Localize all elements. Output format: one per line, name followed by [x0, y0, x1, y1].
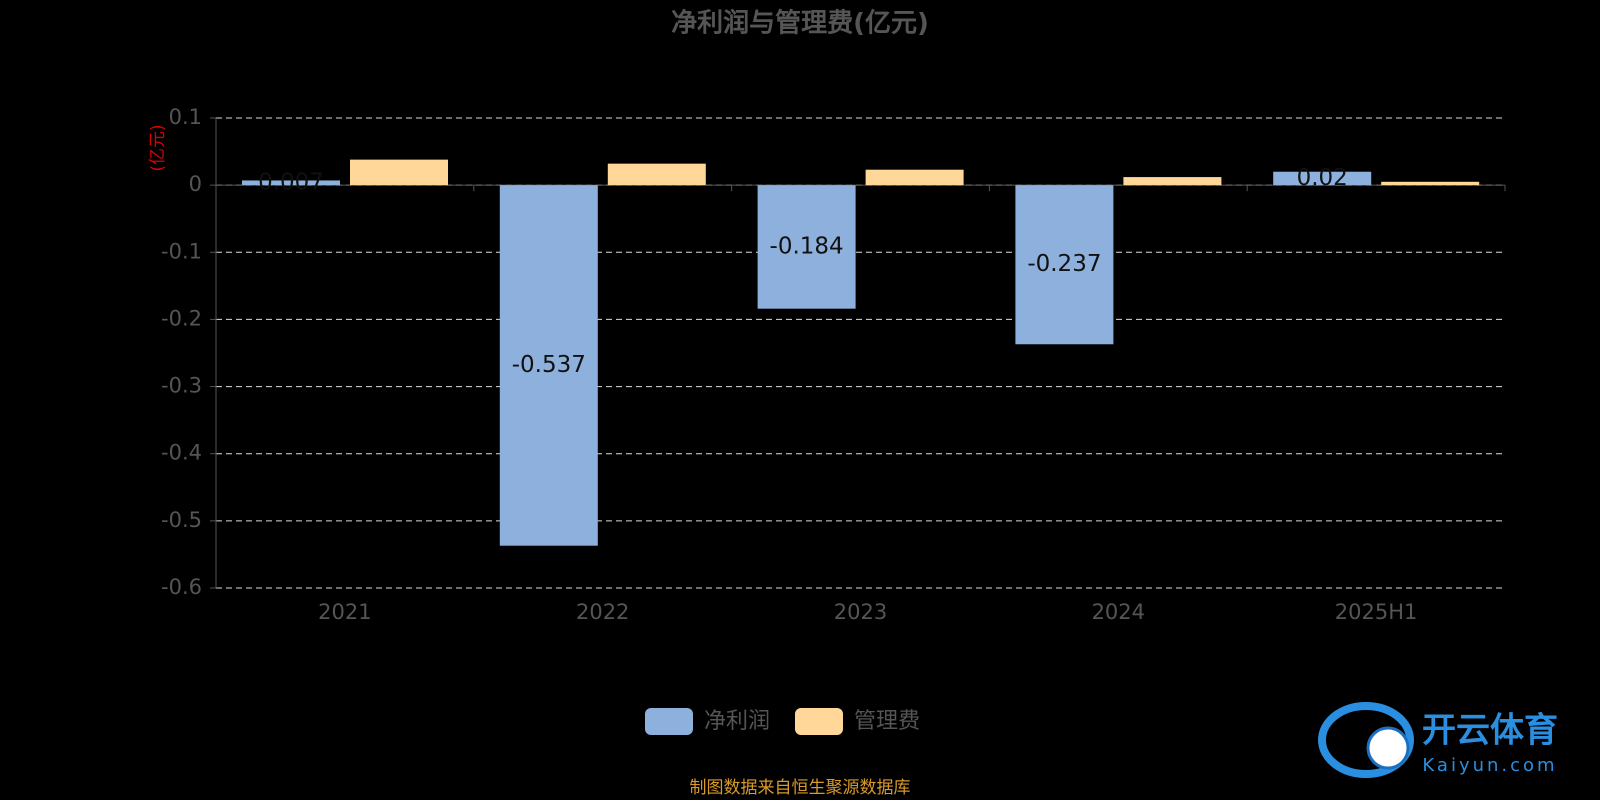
y-tick-label: -0.6: [161, 575, 202, 599]
bar: [757, 185, 856, 309]
watermark-site: Kaiyun.com: [1422, 755, 1557, 776]
legend-label: 净利润: [704, 709, 770, 734]
y-tick-label: -0.3: [161, 374, 202, 398]
data-label: -0.237: [1027, 251, 1101, 277]
bar: [1381, 181, 1480, 186]
y-tick-label: -0.4: [161, 441, 202, 465]
watermark-logo: 开云体育 Kaiyun.com: [1318, 702, 1558, 778]
bar: [242, 180, 340, 186]
data-label: -0.184: [770, 233, 844, 259]
x-tick-label: 2025H1: [1335, 600, 1418, 624]
data-label: 0.02: [1297, 165, 1348, 191]
bar: [865, 169, 964, 186]
source-note: 制图数据来自恒生聚源数据库: [690, 778, 911, 798]
legend-label: 管理费: [854, 709, 920, 734]
logo-ball: [1366, 726, 1410, 770]
bar: [1123, 177, 1222, 186]
y-tick-label: -0.5: [161, 508, 202, 532]
legend-swatch: [795, 708, 843, 735]
y-tick-label: 0: [189, 172, 202, 196]
x-tick-label: 2022: [576, 600, 629, 624]
bar: [350, 159, 448, 186]
x-tick-label: 2023: [834, 600, 887, 624]
x-tick-label: 2021: [318, 600, 371, 624]
bar: [499, 185, 598, 546]
x-tick-label: 2024: [1092, 600, 1145, 624]
bar: [1273, 171, 1372, 186]
data-label: -0.537: [512, 352, 586, 378]
y-tick-label: 0.1: [169, 105, 202, 129]
y-axis-label: (亿元): [148, 124, 168, 171]
chart-title: 净利润与管理费(亿元): [671, 8, 929, 39]
legend-swatch: [645, 708, 693, 735]
bar: [1015, 185, 1114, 345]
bar: [607, 163, 706, 186]
y-tick-label: -0.2: [161, 306, 202, 330]
logo-ring: [1318, 702, 1414, 778]
y-tick-label: -0.1: [161, 239, 202, 263]
data-label: 0.007: [258, 169, 324, 195]
watermark-name: 开云体育: [1422, 711, 1558, 751]
